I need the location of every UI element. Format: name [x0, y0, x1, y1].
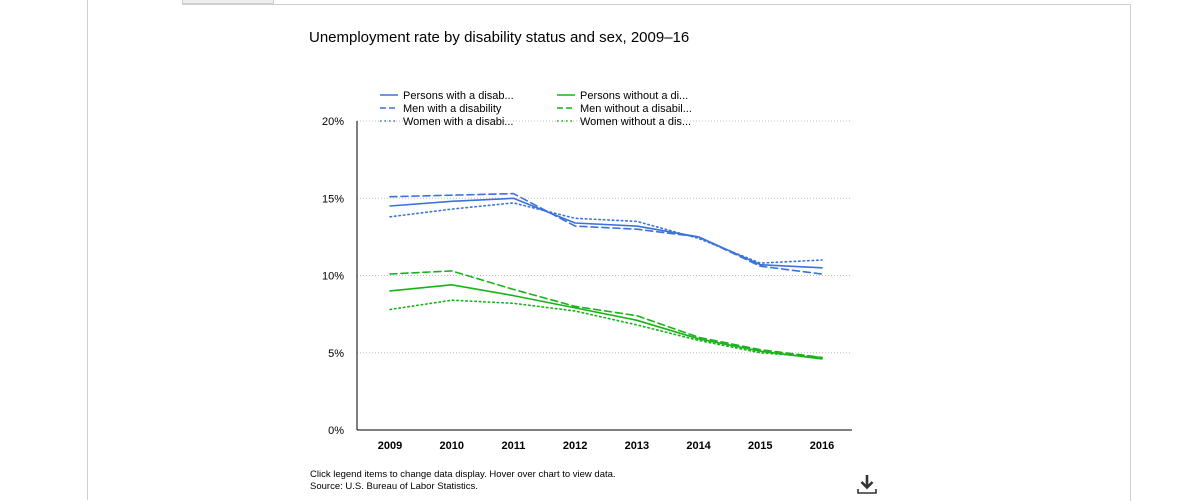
x-tick-label: 2014 [686, 440, 711, 452]
y-tick-label: 10% [322, 271, 344, 283]
x-tick-label: 2013 [625, 440, 649, 452]
series-line-3 [389, 202, 823, 264]
series-line-5 [389, 270, 823, 359]
x-tick-label: 2010 [439, 440, 463, 452]
series-line-1 [389, 197, 823, 269]
x-tick-label: 2011 [501, 440, 525, 452]
chart-panel [182, 4, 1131, 501]
chart-instructions: Click legend items to change data displa… [310, 469, 616, 480]
download-icon[interactable] [855, 473, 879, 495]
chart-source: Source: U.S. Bureau of Labor Statistics. [310, 481, 478, 492]
y-tick-label: 5% [328, 348, 344, 360]
x-tick-label: 2012 [563, 440, 587, 452]
legend-item-label[interactable]: Women with a disabi... [403, 116, 513, 128]
legend-item-label[interactable]: Men with a disability [403, 103, 502, 115]
y-tick-label: 0% [328, 425, 344, 437]
x-tick-label: 2015 [748, 440, 772, 452]
legend-item-label[interactable]: Persons with a disab... [403, 90, 514, 102]
legend-item-label[interactable]: Women without a dis... [580, 116, 691, 128]
series-line-4 [389, 283, 823, 360]
y-tick-label: 15% [322, 193, 344, 205]
y-tick-label: 20% [322, 116, 344, 128]
legend-item-label[interactable]: Men without a disabil... [580, 103, 692, 115]
series-line-6 [389, 299, 823, 359]
tab-stub[interactable] [182, 0, 274, 4]
x-tick-label: 2009 [378, 440, 402, 452]
x-tick-label: 2016 [810, 440, 834, 452]
series-line-2 [389, 192, 823, 275]
left-divider [87, 0, 88, 500]
legend-item-label[interactable]: Persons without a di... [580, 90, 688, 102]
chart-title: Unemployment rate by disability status a… [309, 29, 690, 46]
